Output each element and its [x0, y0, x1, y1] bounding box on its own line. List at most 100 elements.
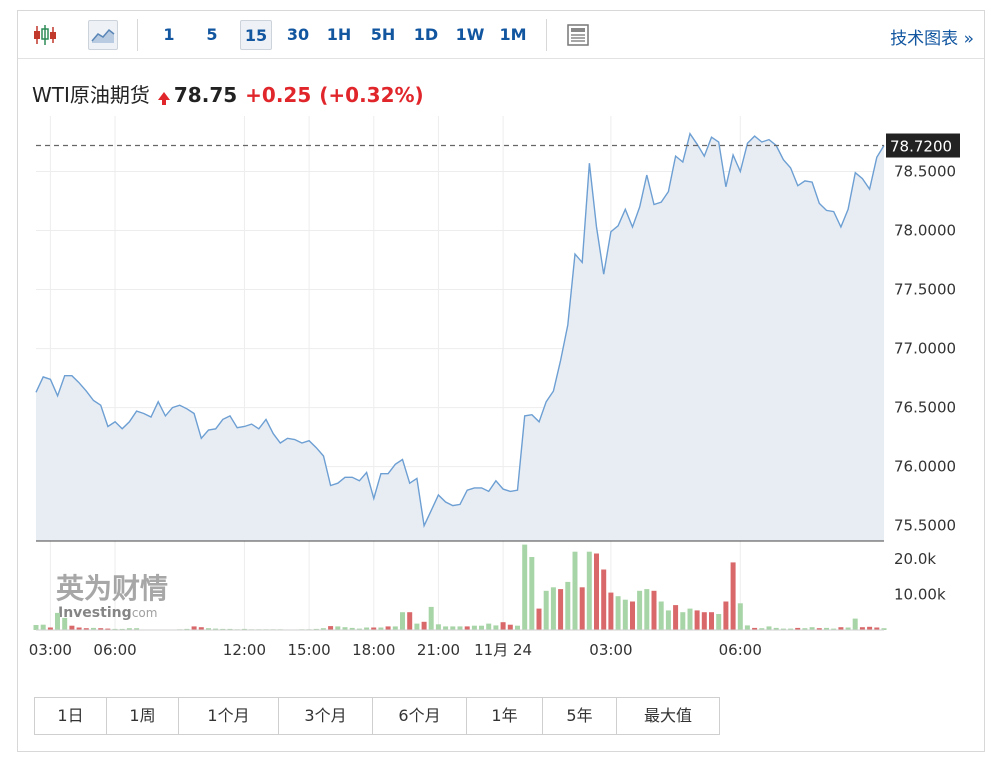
volume-bar	[385, 626, 391, 630]
range-1y[interactable]: 1年	[467, 698, 543, 734]
volume-bar	[313, 628, 319, 630]
volume-bar	[780, 628, 786, 630]
volume-bar	[831, 628, 837, 630]
range-selector: 1日 1周 1个月 3个月 6个月 1年 5年 最大值	[34, 697, 720, 735]
instrument-name: WTI原油期货	[32, 83, 150, 107]
x-axis-tick-label: 21:00	[417, 641, 460, 659]
volume-bar	[809, 627, 815, 630]
volume-bar	[579, 587, 585, 630]
volume-bar	[83, 628, 89, 630]
volume-bar	[665, 610, 671, 630]
volume-bar	[435, 624, 441, 630]
area-chart-icon[interactable]	[88, 20, 118, 50]
interval-1h[interactable]: 1H	[326, 25, 352, 44]
volume-bar	[752, 627, 758, 630]
volume-bar	[206, 628, 211, 630]
volume-bar	[608, 592, 614, 630]
watermark-suffix: .com	[128, 606, 157, 620]
range-max[interactable]: 最大值	[617, 698, 719, 734]
y-axis-tick-label: 75.5000	[894, 517, 956, 535]
volume-bar	[594, 553, 599, 630]
volume-bar	[651, 590, 657, 630]
volume-bar	[859, 627, 865, 630]
volume-bar	[630, 601, 635, 630]
range-1d[interactable]: 1日	[35, 698, 107, 734]
candlestick-icon[interactable]	[30, 20, 60, 50]
volume-bar	[241, 628, 247, 630]
volume-bar	[364, 627, 370, 630]
volume-bar	[220, 628, 226, 630]
interval-15[interactable]: 15	[240, 20, 272, 50]
range-6m[interactable]: 6个月	[373, 698, 467, 734]
technical-chart-link[interactable]: 技术图表 »	[890, 29, 974, 49]
x-axis-tick-label: 03:00	[29, 641, 72, 659]
interval-5h[interactable]: 5H	[370, 25, 396, 44]
volume-bar	[673, 605, 679, 630]
volume-bar	[687, 608, 693, 630]
y-axis-tick-label: 78.5000	[894, 162, 956, 180]
price-line[interactable]	[35, 132, 885, 529]
volume-bar	[47, 627, 53, 630]
volume-bar	[378, 627, 384, 630]
interval-30[interactable]: 30	[286, 25, 310, 44]
volume-bar	[443, 626, 449, 630]
volume-bar	[824, 627, 829, 630]
interval-1w[interactable]: 1W	[455, 25, 485, 44]
volume-bar	[342, 627, 348, 630]
watermark-brand-cn: 英为财情	[56, 572, 168, 605]
volume-bar	[191, 626, 197, 630]
volume-bar	[737, 603, 743, 630]
volume-bar	[709, 612, 714, 630]
y-axis-tick-label: 77.5000	[894, 281, 956, 299]
volume-axis-tick-label: 10.00k	[894, 585, 946, 603]
volume-bar	[213, 628, 219, 630]
toolbar-separator	[546, 19, 547, 51]
volume-bar	[766, 626, 772, 630]
volume-bar	[723, 601, 729, 630]
volume-bar	[126, 628, 132, 630]
volume-bar	[493, 625, 499, 630]
x-axis-tick-label: 15:00	[287, 641, 330, 659]
volume-bar	[55, 612, 60, 630]
volume-bar	[356, 628, 362, 630]
range-3m[interactable]: 3个月	[279, 698, 373, 734]
volume-bar	[716, 614, 722, 630]
volume-bar	[349, 627, 355, 630]
volume-bar	[802, 628, 808, 630]
x-axis-tick-label: 18:00	[352, 641, 395, 659]
volume-bar	[112, 628, 118, 630]
volume-bar	[198, 627, 204, 630]
volume-bar	[486, 623, 492, 630]
volume-bar	[550, 587, 556, 630]
price-chart[interactable]: 75.5000 76.0000 76.5000 77.0000 77.5000 78.00…	[18, 11, 984, 681]
volume-bar	[795, 627, 801, 630]
price-area-fill	[36, 133, 884, 541]
volume-bar	[874, 627, 880, 630]
current-price-label: 78.7200	[890, 138, 952, 156]
interval-1d[interactable]: 1D	[413, 25, 439, 44]
interval-5[interactable]: 5	[206, 25, 218, 44]
interval-1m[interactable]: 1M	[499, 25, 527, 44]
x-axis-tick-label: 06:00	[719, 641, 762, 659]
interval-1[interactable]: 1	[163, 25, 175, 44]
volume-bar	[522, 544, 528, 630]
x-axis-tick-label: 12:00	[223, 641, 266, 659]
volume-bar	[400, 612, 405, 630]
range-1m[interactable]: 1个月	[179, 698, 279, 734]
volume-bar	[134, 628, 140, 630]
volume-bar	[644, 589, 650, 630]
x-axis-tick-label: 03:00	[589, 641, 632, 659]
volume-bar	[392, 626, 398, 630]
range-1w[interactable]: 1周	[107, 698, 179, 734]
volume-bar	[852, 618, 858, 630]
volume-bar	[543, 590, 549, 630]
news-table-icon[interactable]	[563, 20, 593, 50]
volume-bar	[407, 612, 413, 630]
volume-bar	[529, 557, 535, 630]
range-5y[interactable]: 5年	[543, 698, 617, 734]
volume-bar	[759, 628, 765, 630]
watermark-brand-en: Investing	[58, 605, 132, 621]
volume-bar	[450, 626, 456, 630]
x-axis-tick-label: 11月 24	[474, 641, 532, 659]
volume-bar	[421, 621, 427, 630]
